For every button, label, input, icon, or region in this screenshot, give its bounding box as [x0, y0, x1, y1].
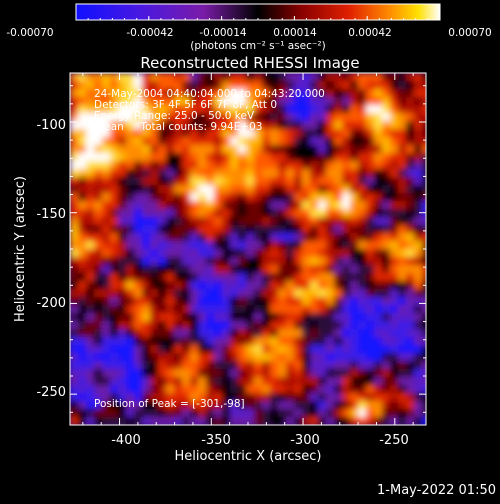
timestamp: 1-May-2022 01:50: [377, 483, 496, 498]
info-peak-position: Position of Peak = [-301,-98]: [94, 398, 245, 410]
y-tick-label: -100: [36, 118, 66, 133]
info-clean-counts: Clean Total counts: 9.94E+03: [94, 121, 263, 133]
y-tick-label: -250: [36, 385, 66, 400]
axis-ticks: [70, 73, 426, 425]
colorbar-tick-labels: -0.00070 -0.00042 -0.00014 0.00014 0.000…: [6, 27, 491, 39]
colorbar-tick-label: -0.00042: [126, 27, 173, 39]
image-info: 24-May-2004 04:40:04.000 to 04:43:20.000…: [94, 88, 325, 410]
colorbar-ticks: [75, 16, 441, 20]
colorbar-tick-label: -0.00014: [199, 27, 247, 39]
x-tick-label: -350: [201, 433, 231, 448]
solar-image: [70, 73, 426, 425]
colorbar-tick-label: 0.00014: [273, 27, 317, 39]
info-time-range: 24-May-2004 04:40:04.000 to 04:43:20.000: [94, 88, 325, 100]
info-detectors: Detectors: 3F 4F 5F 6F 7F 8F, Att 0: [94, 99, 277, 111]
x-axis-label: Heliocentric X (arcsec): [175, 449, 322, 464]
x-tick-label: -300: [290, 433, 320, 448]
colorbar-tick-label: 0.00042: [348, 27, 391, 39]
colorbar-tick-label: 0.00070: [448, 27, 491, 39]
colorbar-tick-label: -0.00070: [6, 27, 53, 39]
colorbar: [75, 3, 441, 21]
y-tick-labels: -100 -150 -200 -250: [36, 118, 66, 400]
colorbar-units-label: (photons cm⁻² s⁻¹ asec⁻²): [190, 40, 325, 52]
info-energy-range: Energy Range: 25.0 - 50.0 keV: [94, 110, 255, 122]
x-tick-label: -250: [379, 433, 409, 448]
y-tick-label: -150: [36, 207, 66, 222]
y-tick-label: -200: [36, 296, 66, 311]
x-tick-label: -400: [111, 433, 141, 448]
x-tick-labels: -400 -350 -300 -250: [111, 433, 409, 448]
plot-title: Reconstructed RHESSI Image: [140, 54, 359, 72]
y-axis-label: Heliocentric Y (arcsec): [13, 176, 28, 322]
